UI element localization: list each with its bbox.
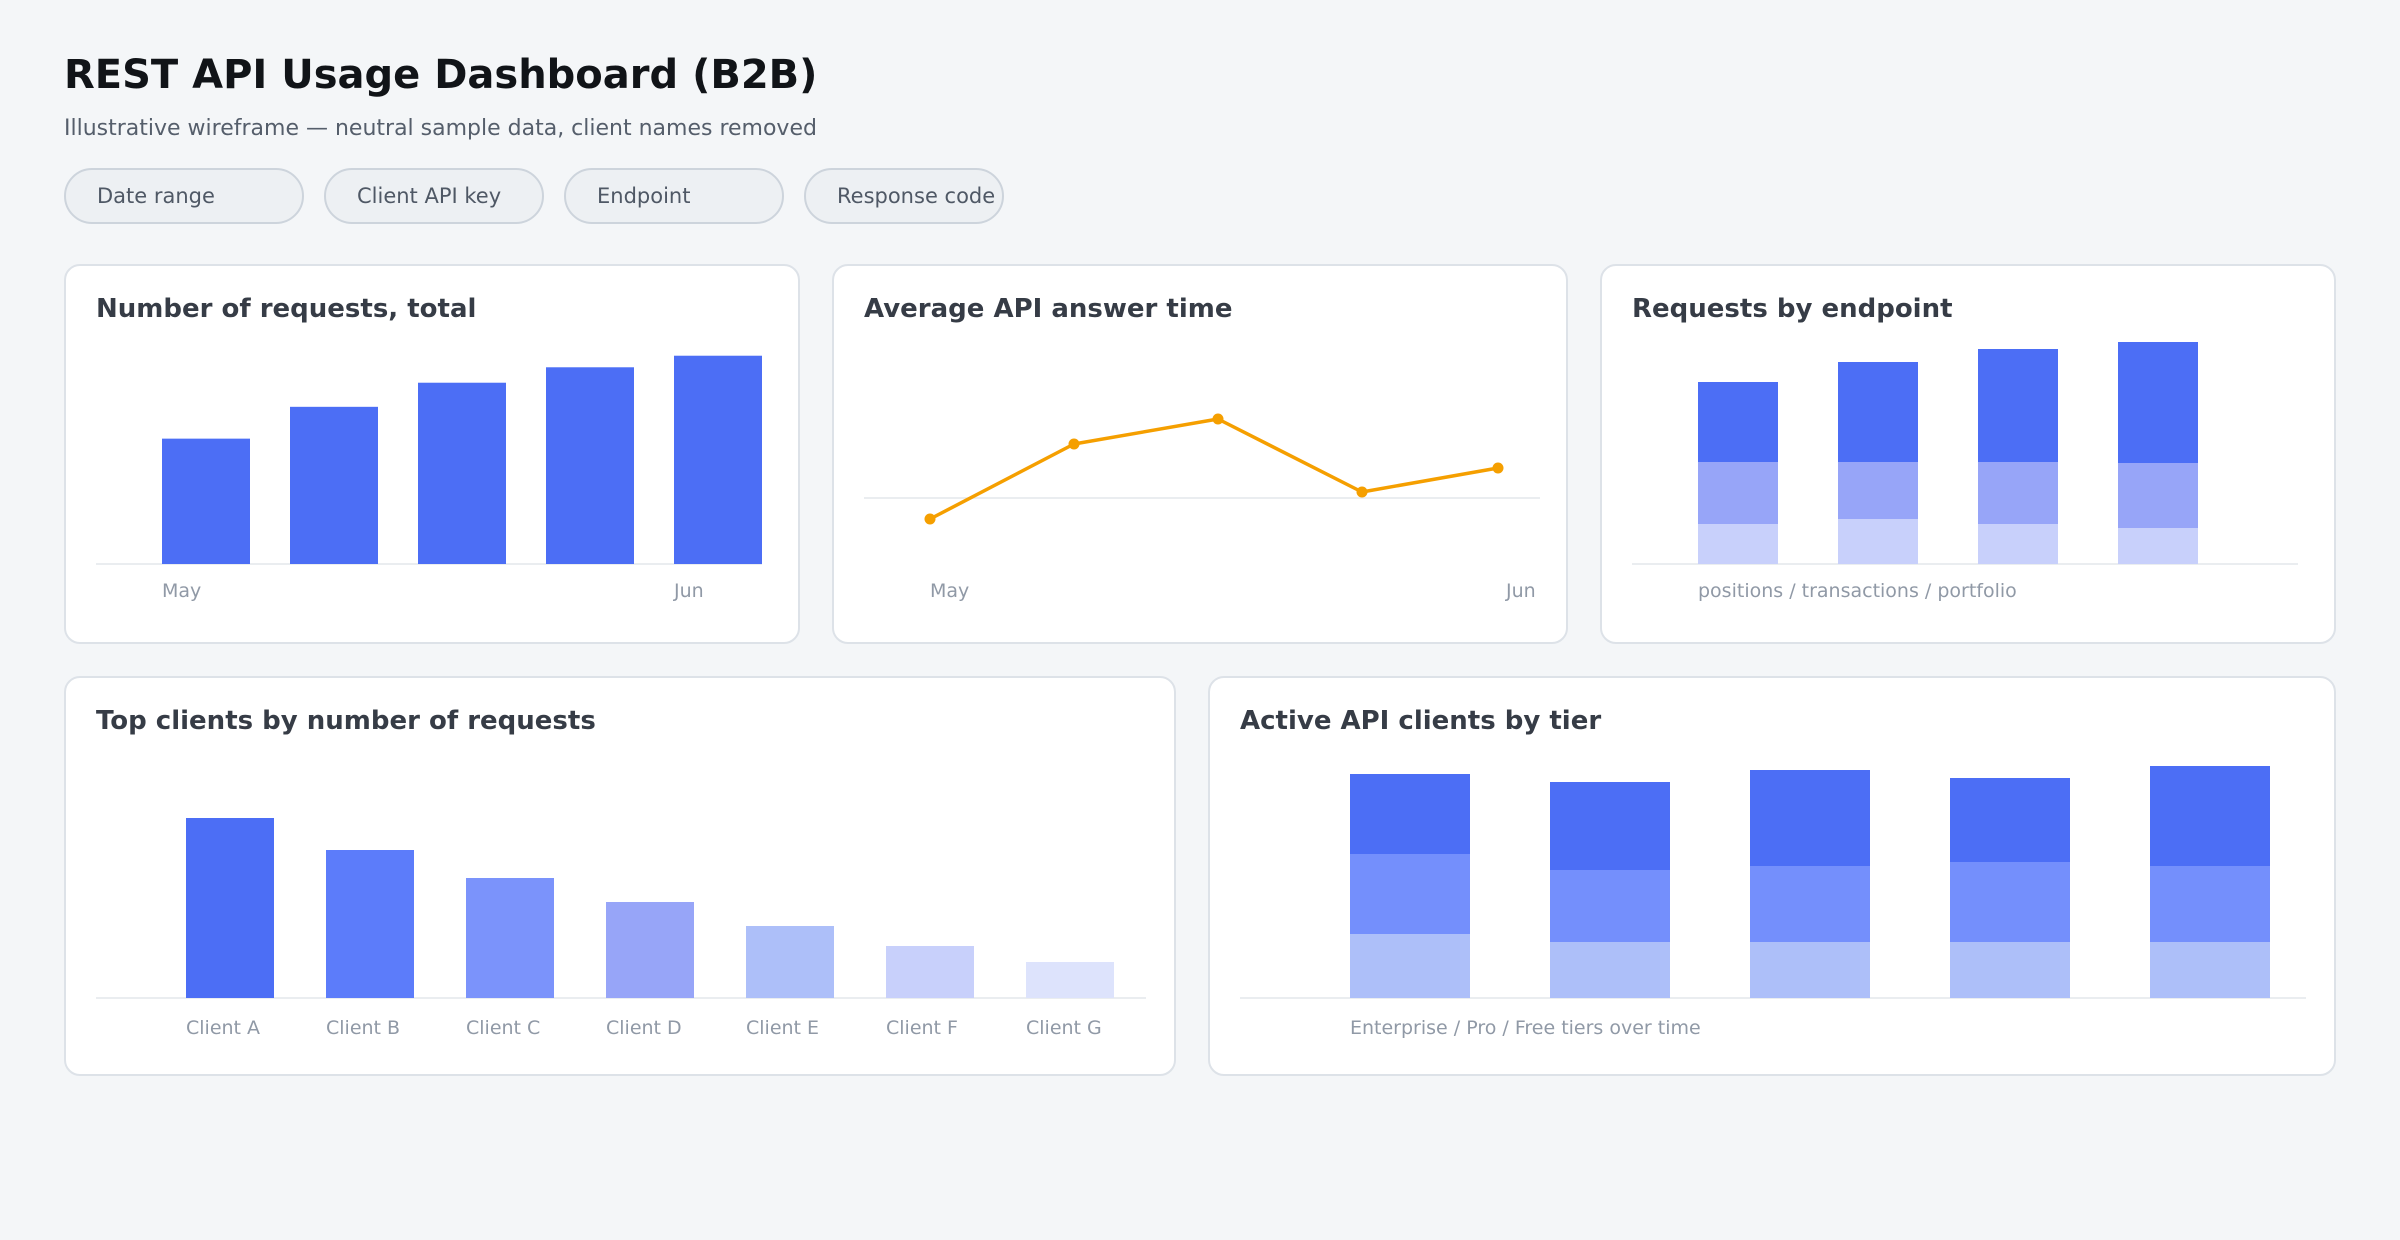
bar-requests-1: [162, 438, 250, 564]
bar-segment-portfolio-3: [1978, 524, 2058, 564]
card-title: Number of requests, total: [96, 294, 477, 324]
bar-segment-positions-2: [1838, 362, 1918, 462]
x-tick-label-jun: Jun: [673, 580, 704, 602]
bar-segment-free-4: [1950, 942, 2070, 998]
bar-segment-pro-3: [1750, 866, 1870, 942]
by-endpoint-chart: positions / transactions / portfolio: [1632, 342, 2298, 602]
top-clients-chart: Client A Client B Client C Client D Client E…: [96, 818, 1146, 1039]
bar-segment-pro-4: [1950, 862, 2070, 942]
x-tick-label-client-6: Client F: [886, 1017, 958, 1039]
bar-segment-portfolio-4: [2118, 528, 2198, 564]
answer-time-chart: May Jun: [864, 413, 1540, 602]
card-active-tiers: Active API clients by tier Enterprise / …: [1208, 676, 2336, 1076]
bar-client-2: [326, 850, 414, 998]
card-title: Top clients by number of requests: [96, 706, 596, 736]
card-title: Active API clients by tier: [1240, 706, 1602, 736]
bar-segment-transactions-4: [2118, 463, 2198, 528]
card-answer-time: Average API answer time May Jun: [832, 264, 1568, 644]
x-tick-label-client-7: Client G: [1026, 1017, 1102, 1039]
answer-time-line: [929, 417, 1499, 521]
filter-client-api-key[interactable]: Client API key: [324, 168, 544, 224]
answer-time-point-4: [1356, 486, 1368, 498]
x-tick-label-client-4: Client D: [606, 1017, 682, 1039]
x-tick-label-jun: Jun: [1505, 580, 1536, 602]
bar-segment-positions-1: [1698, 382, 1778, 462]
bar-segment-positions-3: [1978, 349, 2058, 462]
bar-segment-transactions-3: [1978, 462, 2058, 524]
answer-time-point-3: [1212, 413, 1224, 425]
bar-segment-free-5: [2150, 942, 2270, 998]
bar-segment-free-1: [1350, 934, 1470, 998]
x-tick-label-client-5: Client E: [746, 1017, 819, 1039]
bar-client-4: [606, 902, 694, 998]
bar-requests-5: [674, 355, 762, 564]
bar-segment-enterprise-1: [1350, 774, 1470, 854]
bar-segment-enterprise-2: [1550, 782, 1670, 870]
bar-segment-enterprise-5: [2150, 766, 2270, 866]
bar-segment-free-2: [1550, 942, 1670, 998]
bar-segment-transactions-2: [1838, 462, 1918, 519]
chart-caption: positions / transactions / portfolio: [1698, 580, 2017, 602]
page-subtitle: Illustrative wireframe — neutral sample …: [64, 116, 817, 141]
answer-time-point-2: [1068, 438, 1080, 450]
bar-segment-pro-1: [1350, 854, 1470, 934]
filter-response-code[interactable]: Response code: [804, 168, 1004, 224]
bar-client-3: [466, 878, 554, 998]
bar-segment-transactions-1: [1698, 462, 1778, 524]
x-tick-label-client-1: Client A: [186, 1017, 260, 1039]
bar-segment-pro-5: [2150, 866, 2270, 942]
bar-segment-portfolio-1: [1698, 524, 1778, 564]
answer-time-point-5: [1492, 462, 1504, 474]
bar-requests-2: [290, 406, 378, 564]
card-title: Average API answer time: [864, 294, 1233, 324]
bar-segment-enterprise-3: [1750, 770, 1870, 866]
bar-client-5: [746, 926, 834, 998]
x-tick-label-may: May: [162, 580, 201, 602]
x-tick-label-client-2: Client B: [326, 1017, 400, 1039]
answer-time-point-1: [924, 513, 936, 525]
card-top-clients: Top clients by number of requests Client…: [64, 676, 1176, 1076]
bar-segment-pro-2: [1550, 870, 1670, 942]
chart-caption: Enterprise / Pro / Free tiers over time: [1350, 1017, 1701, 1039]
card-requests-total: Number of requests, total May Jun: [64, 264, 800, 644]
x-tick-label-client-3: Client C: [466, 1017, 540, 1039]
card-title: Requests by endpoint: [1632, 294, 1953, 324]
bar-client-6: [886, 946, 974, 998]
requests-total-chart: May Jun: [96, 355, 762, 602]
active-tiers-chart: Enterprise / Pro / Free tiers over time: [1240, 766, 2306, 1039]
bar-requests-4: [546, 367, 634, 564]
bar-segment-portfolio-2: [1838, 519, 1918, 564]
filter-date-range[interactable]: Date range: [64, 168, 304, 224]
bar-requests-3: [418, 382, 506, 564]
bar-segment-enterprise-4: [1950, 778, 2070, 862]
filter-endpoint[interactable]: Endpoint: [564, 168, 784, 224]
bar-client-7: [1026, 962, 1114, 998]
bar-segment-free-3: [1750, 942, 1870, 998]
x-tick-label-may: May: [930, 580, 969, 602]
bar-client-1: [186, 818, 274, 998]
page-title: REST API Usage Dashboard (B2B): [64, 52, 818, 98]
card-by-endpoint: Requests by endpoint positions / transac…: [1600, 264, 2336, 644]
bar-segment-positions-4: [2118, 342, 2198, 463]
